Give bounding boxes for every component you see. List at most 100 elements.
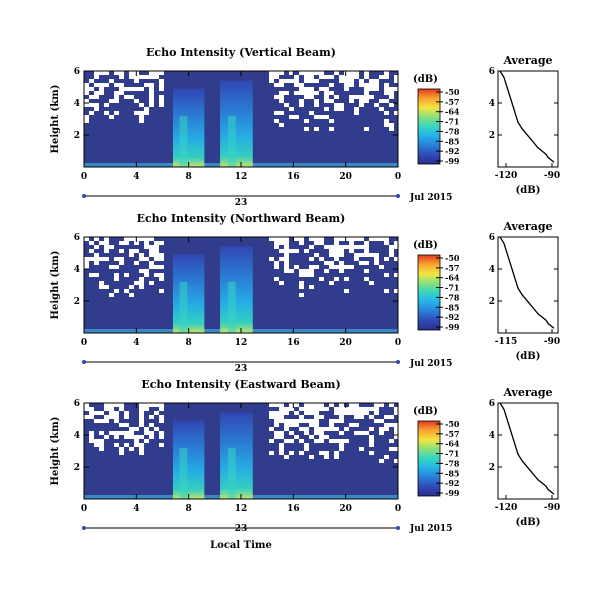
colorbar-tick-label: -85 — [445, 136, 459, 146]
colorbar-tick-label: -64 — [445, 273, 460, 283]
no-data-cell — [119, 75, 124, 79]
no-data-cell — [274, 423, 279, 427]
no-data-cell — [289, 249, 294, 253]
no-data-cell — [364, 249, 369, 253]
no-data-cell — [334, 439, 339, 443]
no-data-cell — [304, 269, 309, 273]
x-tick-label: 0 — [395, 338, 401, 348]
no-data-cell — [284, 407, 289, 411]
heatmap-title: Echo Intensity (Vertical Beam) — [146, 46, 336, 59]
no-data-cell — [134, 87, 139, 91]
no-data-cell — [284, 269, 289, 273]
no-data-cell — [154, 257, 159, 261]
no-data-cell — [389, 439, 394, 443]
x-tick-label: 0 — [81, 338, 87, 348]
no-data-cell — [134, 99, 139, 103]
no-data-cell — [359, 245, 364, 249]
no-data-cell — [154, 245, 159, 249]
average-profile-1: Average 2 4 6 -120 -90 (dB) — [489, 54, 560, 196]
no-data-cell — [269, 403, 274, 407]
profile-line — [499, 236, 555, 329]
no-data-cell — [384, 289, 389, 293]
no-data-cell — [319, 71, 324, 75]
date-label: Jul 2015 — [409, 524, 452, 534]
no-data-cell — [149, 431, 154, 435]
no-data-cell — [339, 107, 344, 111]
colorbar-tick-label: -92 — [445, 478, 459, 488]
no-data-cell — [154, 411, 159, 415]
no-data-cell — [304, 403, 309, 407]
no-data-cell — [364, 99, 369, 103]
no-data-cell — [129, 427, 134, 431]
no-data-cell — [394, 87, 399, 91]
no-data-cell — [94, 273, 99, 277]
no-data-cell — [149, 83, 154, 87]
no-data-cell — [364, 95, 369, 99]
no-data-cell — [314, 431, 319, 435]
no-data-cell — [154, 427, 159, 431]
no-data-cell — [149, 435, 154, 439]
no-data-cell — [359, 411, 364, 415]
no-data-cell — [154, 265, 159, 269]
no-data-cell — [349, 83, 354, 87]
no-data-cell — [94, 237, 99, 241]
no-data-cell — [359, 447, 364, 451]
no-data-cell — [379, 403, 384, 407]
no-data-cell — [324, 75, 329, 79]
no-data-cell — [269, 257, 274, 261]
no-data-cell — [319, 257, 324, 261]
no-data-cell — [374, 419, 379, 423]
no-data-cell — [149, 253, 154, 257]
no-data-cell — [144, 407, 149, 411]
no-data-cell — [319, 115, 324, 119]
no-data-cell — [119, 83, 124, 87]
no-data-cell — [129, 431, 134, 435]
no-data-cell — [364, 411, 369, 415]
no-data-cell — [384, 91, 389, 95]
no-data-cell — [129, 71, 134, 75]
no-data-cell — [324, 95, 329, 99]
no-data-cell — [114, 277, 119, 281]
no-data-cell — [314, 71, 319, 75]
no-data-cell — [104, 83, 109, 87]
heatmap-title: Echo Intensity (Northward Beam) — [137, 212, 346, 225]
profile-title: Average — [502, 220, 552, 233]
no-data-cell — [159, 257, 164, 261]
no-data-cell — [94, 71, 99, 75]
no-data-cell — [109, 79, 114, 83]
no-data-cell — [364, 83, 369, 87]
no-data-cell — [274, 415, 279, 419]
no-data-cell — [109, 265, 114, 269]
no-data-cell — [299, 273, 304, 277]
no-data-cell — [119, 451, 124, 455]
no-data-cell — [159, 407, 164, 411]
no-data-cell — [339, 79, 344, 83]
profile-y-tick-label: 6 — [489, 67, 495, 77]
no-data-cell — [294, 79, 299, 83]
no-data-cell — [344, 87, 349, 91]
date-line-end-marker — [396, 194, 400, 198]
no-data-cell — [114, 71, 119, 75]
no-data-cell — [99, 443, 104, 447]
no-data-cell — [84, 83, 89, 87]
echo-core — [179, 115, 188, 167]
no-data-cell — [284, 237, 289, 241]
no-data-cell — [114, 99, 119, 103]
no-data-cell — [314, 253, 319, 257]
no-data-cell — [279, 257, 284, 261]
no-data-regions — [84, 71, 399, 131]
no-data-cell — [139, 419, 144, 423]
y-axis-label: Height (km) — [50, 85, 61, 154]
no-data-cell — [364, 87, 369, 91]
no-data-cell — [159, 99, 164, 103]
colorbar — [417, 254, 441, 331]
no-data-cell — [364, 127, 369, 131]
no-data-cell — [309, 273, 314, 277]
no-data-cell — [124, 423, 129, 427]
x-tick-label: 8 — [186, 172, 192, 182]
no-data-cell — [299, 99, 304, 103]
no-data-cell — [284, 241, 289, 245]
no-data-cell — [279, 415, 284, 419]
no-data-cell — [274, 75, 279, 79]
